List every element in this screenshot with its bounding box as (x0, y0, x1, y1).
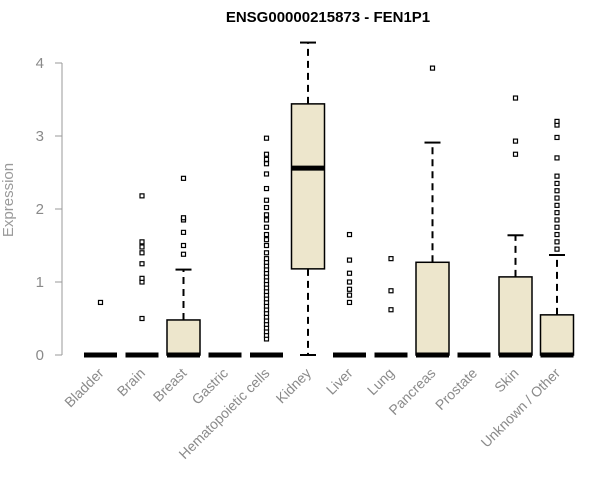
outlier-point (554, 217, 560, 223)
outlier-point (139, 239, 145, 245)
outlier-point (346, 292, 353, 298)
y-tick-label: 3 (36, 128, 44, 145)
x-category-label: Prostate (432, 365, 480, 413)
outlier-point (139, 275, 145, 281)
x-category-label: Kidney (273, 365, 315, 407)
outlier-point (263, 171, 270, 177)
outlier-point (554, 239, 560, 245)
y-axis-label: Expression (0, 163, 17, 237)
outlier-point (97, 299, 104, 306)
outlier-point (512, 151, 519, 157)
outlier-point (263, 161, 270, 167)
outlier-point (346, 299, 353, 306)
outlier-point (263, 256, 270, 262)
outlier-point (346, 257, 353, 263)
outlier-point (554, 231, 560, 238)
x-category-label: Skin (491, 365, 522, 396)
outlier-point (139, 261, 145, 267)
outlier-point (388, 307, 394, 313)
outlier-point (263, 224, 270, 230)
outlier-point (263, 212, 270, 218)
y-axis: 0 1 2 3 4 (36, 55, 63, 364)
outlier-point (554, 210, 560, 216)
box-unknown-other (539, 118, 575, 358)
box-hematopoietic-cells (250, 135, 283, 358)
outlier-point (263, 135, 270, 141)
chart-title: ENSG00000215873 - FEN1P1 (226, 9, 430, 26)
outlier-point (554, 202, 560, 208)
x-category-label: Unknown / Other (478, 365, 564, 451)
outlier-point (139, 250, 145, 256)
box-series (84, 41, 575, 358)
outlier-point (346, 286, 353, 292)
x-category-label: Breast (150, 365, 190, 405)
outlier-point (388, 256, 394, 262)
box-brain (125, 193, 159, 358)
box-breast (166, 175, 201, 358)
box-liver (333, 231, 366, 358)
box-rect (166, 319, 201, 356)
y-tick-label: 0 (36, 347, 44, 364)
outlier-point (263, 250, 270, 256)
outlier-point (263, 185, 270, 192)
outlier-point (554, 173, 560, 179)
outlier-point (263, 237, 270, 243)
outlier-point (429, 65, 436, 71)
x-category-label: Liver (323, 365, 356, 398)
outlier-point (180, 175, 187, 181)
outlier-point (180, 251, 187, 257)
box-bladder (84, 299, 117, 358)
outlier-point (180, 215, 187, 221)
y-tick-label: 2 (36, 201, 44, 218)
outlier-point (554, 134, 560, 141)
box-rect (498, 276, 533, 356)
outlier-point (263, 231, 270, 238)
box-rect (290, 103, 326, 270)
outlier-point (263, 156, 270, 162)
y-tick-label: 1 (36, 274, 44, 291)
box-lung (374, 256, 408, 358)
x-category-label: Brain (114, 365, 148, 399)
outlier-point (554, 155, 560, 161)
box-skin (498, 95, 533, 358)
box-rect (415, 261, 450, 356)
outlier-point (346, 231, 353, 238)
outlier-point (263, 217, 270, 223)
outlier-point (554, 224, 560, 230)
outlier-point (139, 193, 145, 199)
outlier-point (139, 315, 145, 322)
x-category-label: Bladder (61, 365, 107, 411)
box-rect (539, 314, 575, 356)
outlier-point (263, 151, 270, 157)
y-tick-label: 4 (36, 55, 44, 72)
outlier-point (263, 242, 270, 249)
box-kidney (290, 41, 326, 356)
outlier-point (346, 270, 353, 276)
outlier-point (180, 242, 187, 249)
outlier-point (263, 204, 270, 211)
outlier-point (180, 229, 187, 235)
x-category-label: Lung (364, 365, 397, 398)
outlier-point (512, 95, 519, 101)
outlier-point (139, 244, 145, 250)
box-pancreas (415, 65, 450, 358)
outlier-point (388, 288, 394, 294)
outlier-point (263, 197, 270, 203)
outlier-point (554, 246, 560, 252)
outlier-point (512, 138, 519, 144)
outlier-point (554, 195, 560, 201)
outlier-point (554, 180, 560, 187)
outlier-point (554, 118, 560, 125)
outlier-point (346, 279, 353, 285)
outlier-point (554, 188, 560, 194)
